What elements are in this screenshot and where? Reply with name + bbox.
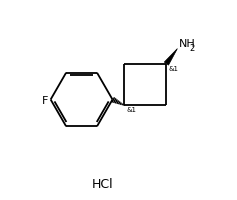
Text: F: F: [42, 95, 48, 105]
Text: HCl: HCl: [92, 177, 113, 190]
Text: 2: 2: [190, 43, 195, 52]
Text: &1: &1: [169, 66, 179, 72]
Polygon shape: [164, 49, 177, 66]
Text: &1: &1: [126, 107, 136, 113]
Text: NH: NH: [179, 39, 196, 49]
